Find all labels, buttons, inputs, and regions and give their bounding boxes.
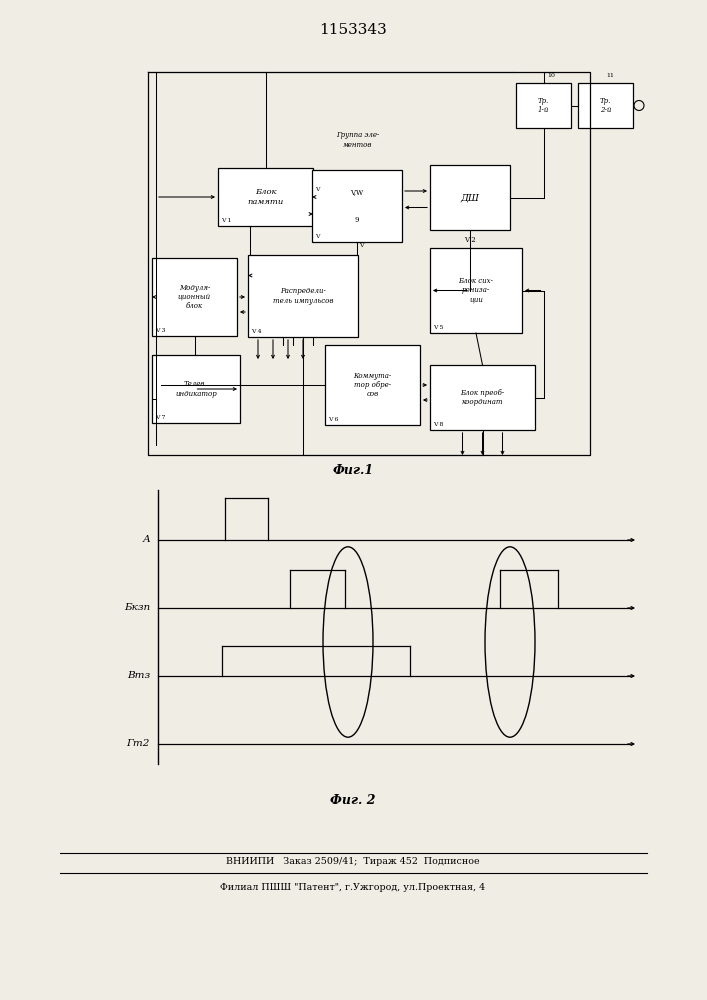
Text: V 8: V 8 (433, 422, 443, 427)
Text: V 3: V 3 (155, 328, 165, 333)
Text: V 2: V 2 (464, 236, 476, 244)
Text: V: V (359, 243, 363, 248)
Bar (325, 345, 420, 425)
Text: Модуля-
ционный
блок: Модуля- ционный блок (178, 284, 211, 310)
Text: V 1: V 1 (221, 218, 231, 223)
Bar (430, 248, 522, 333)
Text: Гт2: Гт2 (127, 740, 150, 748)
Text: V,W


9: V,W 9 (351, 188, 363, 224)
Bar (218, 168, 313, 226)
Text: V 7: V 7 (155, 415, 165, 420)
Bar (248, 255, 358, 337)
Text: Блок
памяти: Блок памяти (247, 188, 284, 206)
Bar (578, 83, 633, 128)
Bar (312, 170, 402, 242)
Text: V: V (315, 234, 320, 239)
Bar (430, 365, 535, 430)
Text: ДШ: ДШ (460, 193, 479, 202)
Bar (516, 83, 571, 128)
Text: Филиал ПШШ "Патент", г.Ужгород, ул.Проектная, 4: Филиал ПШШ "Патент", г.Ужгород, ул.Проек… (221, 884, 486, 892)
Bar (152, 355, 240, 423)
Text: Тр.
1-й: Тр. 1-й (538, 97, 549, 114)
Text: Коммута-
тор обре-
сов: Коммута- тор обре- сов (354, 372, 392, 398)
Text: V: V (315, 187, 320, 192)
Text: 10: 10 (547, 73, 556, 78)
Text: Фиг.1: Фиг.1 (332, 464, 373, 477)
Text: 1153343: 1153343 (319, 23, 387, 37)
Bar (430, 165, 510, 230)
Text: Бкзп: Бкзп (124, 603, 150, 612)
Text: Втз: Втз (127, 672, 150, 680)
Text: А: А (142, 536, 150, 544)
Text: Тр.
2-й: Тр. 2-й (600, 97, 611, 114)
Text: V 5: V 5 (433, 325, 443, 330)
Text: ВНИИПИ   Заказ 2509/41;  Тираж 452  Подписное: ВНИИПИ Заказ 2509/41; Тираж 452 Подписно… (226, 857, 480, 866)
Text: Фиг. 2: Фиг. 2 (330, 794, 375, 806)
Text: Блок сих-
рониза-
ции: Блок сих- рониза- ции (459, 277, 493, 304)
Text: Группа эле-
ментов: Группа эле- ментов (337, 131, 380, 149)
Text: V 4: V 4 (251, 329, 262, 334)
Text: Телев.
индикатор: Телев. индикатор (175, 380, 217, 398)
Text: Блок преоб-
координат: Блок преоб- координат (460, 389, 505, 406)
Text: V 6: V 6 (328, 417, 339, 422)
Text: 11: 11 (607, 73, 614, 78)
Bar (152, 258, 237, 336)
Text: Распредели-
тель импульсов: Распредели- тель импульсов (273, 287, 333, 305)
